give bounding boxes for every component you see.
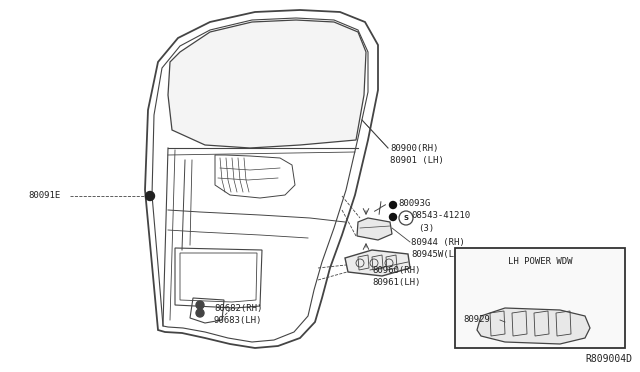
Text: R809004D: R809004D [585, 354, 632, 364]
Text: 90683(LH): 90683(LH) [214, 315, 262, 324]
Text: LH POWER WDW: LH POWER WDW [508, 257, 572, 266]
Text: 80960(RH): 80960(RH) [372, 266, 420, 275]
Text: 80093G: 80093G [398, 199, 430, 208]
Circle shape [390, 202, 397, 208]
Polygon shape [477, 308, 590, 344]
Polygon shape [168, 20, 366, 148]
Text: 08543-41210: 08543-41210 [411, 211, 470, 219]
Text: 80929: 80929 [463, 315, 490, 324]
Text: 80945W(LH): 80945W(LH) [411, 250, 465, 259]
Text: 80900(RH): 80900(RH) [390, 144, 438, 153]
Text: 80901 (LH): 80901 (LH) [390, 155, 444, 164]
Text: 80961(LH): 80961(LH) [372, 278, 420, 286]
Circle shape [390, 214, 397, 221]
Polygon shape [357, 218, 392, 240]
Polygon shape [345, 250, 410, 276]
Text: (3): (3) [418, 224, 434, 232]
Text: 80944 (RH): 80944 (RH) [411, 237, 465, 247]
Circle shape [145, 192, 154, 201]
Circle shape [196, 301, 204, 309]
Text: 80091E: 80091E [28, 192, 60, 201]
Text: S: S [403, 215, 408, 221]
Bar [455, 248, 625, 348]
Text: 80682(RH): 80682(RH) [214, 304, 262, 312]
Circle shape [196, 309, 204, 317]
